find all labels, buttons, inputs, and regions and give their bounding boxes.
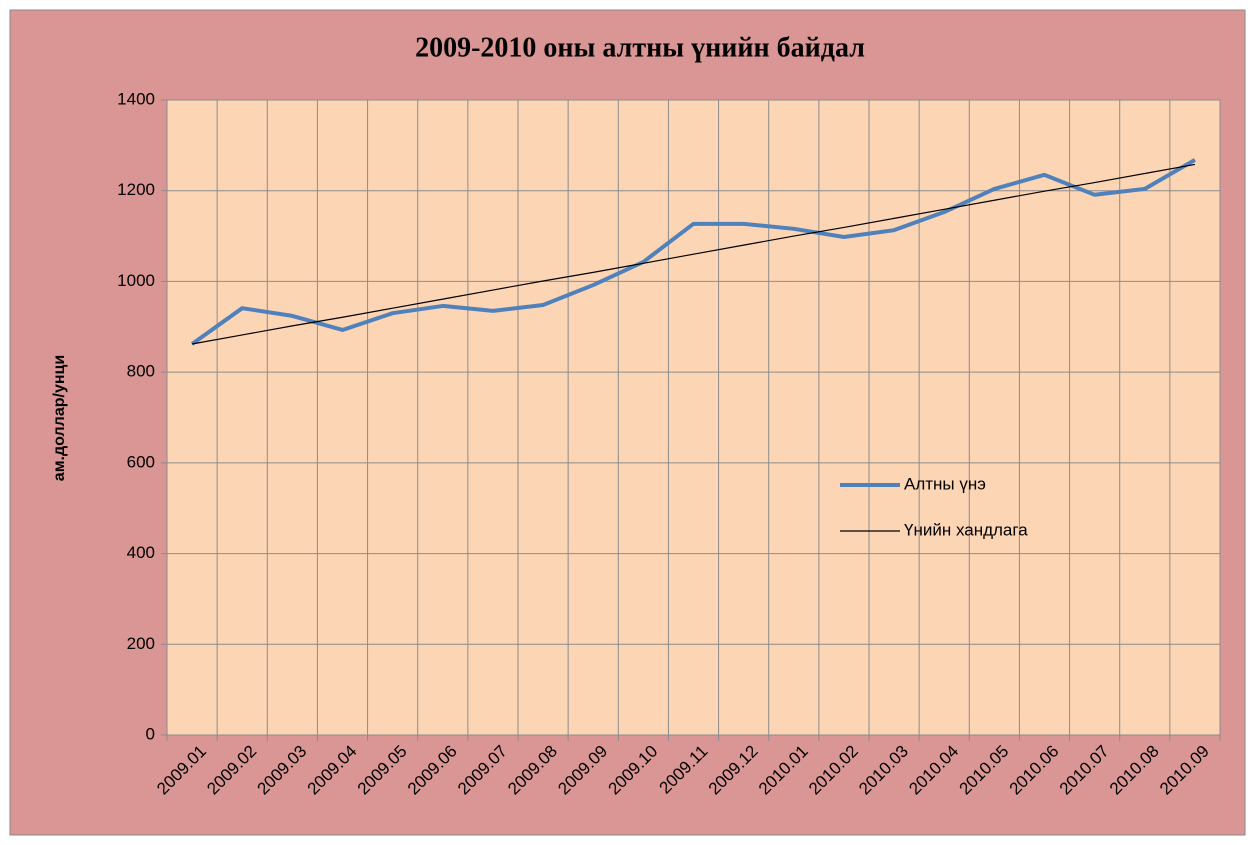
legend-label: Алтны үнэ: [904, 474, 986, 493]
y-tick-label: 1000: [117, 271, 155, 290]
y-tick-label: 1400: [117, 89, 155, 108]
y-tick-label: 400: [127, 543, 155, 562]
y-tick-label: 200: [127, 634, 155, 653]
y-tick-label: 0: [146, 724, 155, 743]
price-line: [190, 158, 1196, 346]
y-axis-label: ам.доллар/унци: [51, 355, 68, 481]
y-tick-label: 600: [127, 452, 155, 471]
chart-title: 2009-2010 оны алтны үнийн байдал: [415, 32, 865, 63]
legend-label: Үнийн хандлага: [904, 520, 1028, 539]
y-tick-label: 1200: [117, 180, 155, 199]
trend-line: [191, 163, 1196, 345]
y-tick-label: 800: [127, 362, 155, 381]
plot-area: [167, 100, 1220, 735]
